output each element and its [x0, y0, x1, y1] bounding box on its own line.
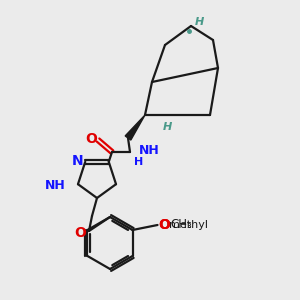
Text: O: O [85, 132, 97, 146]
Text: H: H [194, 17, 204, 27]
Text: N: N [71, 154, 83, 168]
Text: H: H [162, 122, 172, 132]
Text: NH: NH [45, 179, 66, 192]
Polygon shape [125, 115, 145, 140]
Text: NH: NH [139, 145, 160, 158]
Text: methyl: methyl [169, 220, 208, 230]
Text: H: H [134, 157, 144, 167]
Text: O: O [158, 218, 170, 232]
Text: O: O [74, 226, 86, 240]
Text: CH₃: CH₃ [170, 218, 192, 232]
Text: O: O [158, 218, 170, 232]
